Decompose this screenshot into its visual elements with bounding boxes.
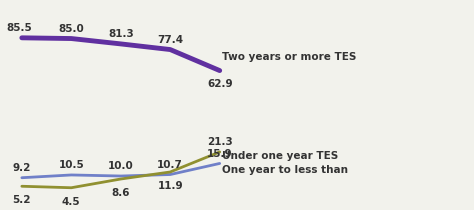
Text: Under one year TES: Under one year TES (222, 151, 338, 161)
Text: 11.9: 11.9 (157, 181, 183, 191)
Text: 10.5: 10.5 (58, 160, 84, 170)
Text: 21.3: 21.3 (207, 137, 233, 147)
Text: Two years or more TES: Two years or more TES (222, 52, 356, 62)
Text: 62.9: 62.9 (207, 79, 233, 89)
Text: 10.7: 10.7 (157, 160, 183, 170)
Text: One year to less than: One year to less than (222, 165, 348, 175)
Text: 77.4: 77.4 (157, 35, 183, 45)
Text: 4.5: 4.5 (62, 197, 81, 207)
Text: 8.6: 8.6 (111, 188, 130, 198)
Text: 5.2: 5.2 (13, 195, 31, 205)
Text: 85.0: 85.0 (58, 24, 84, 34)
Text: 85.5: 85.5 (6, 23, 32, 33)
Text: 81.3: 81.3 (108, 29, 134, 39)
Text: 15.9: 15.9 (207, 149, 233, 159)
Text: 10.0: 10.0 (108, 161, 134, 171)
Text: 9.2: 9.2 (13, 163, 31, 173)
